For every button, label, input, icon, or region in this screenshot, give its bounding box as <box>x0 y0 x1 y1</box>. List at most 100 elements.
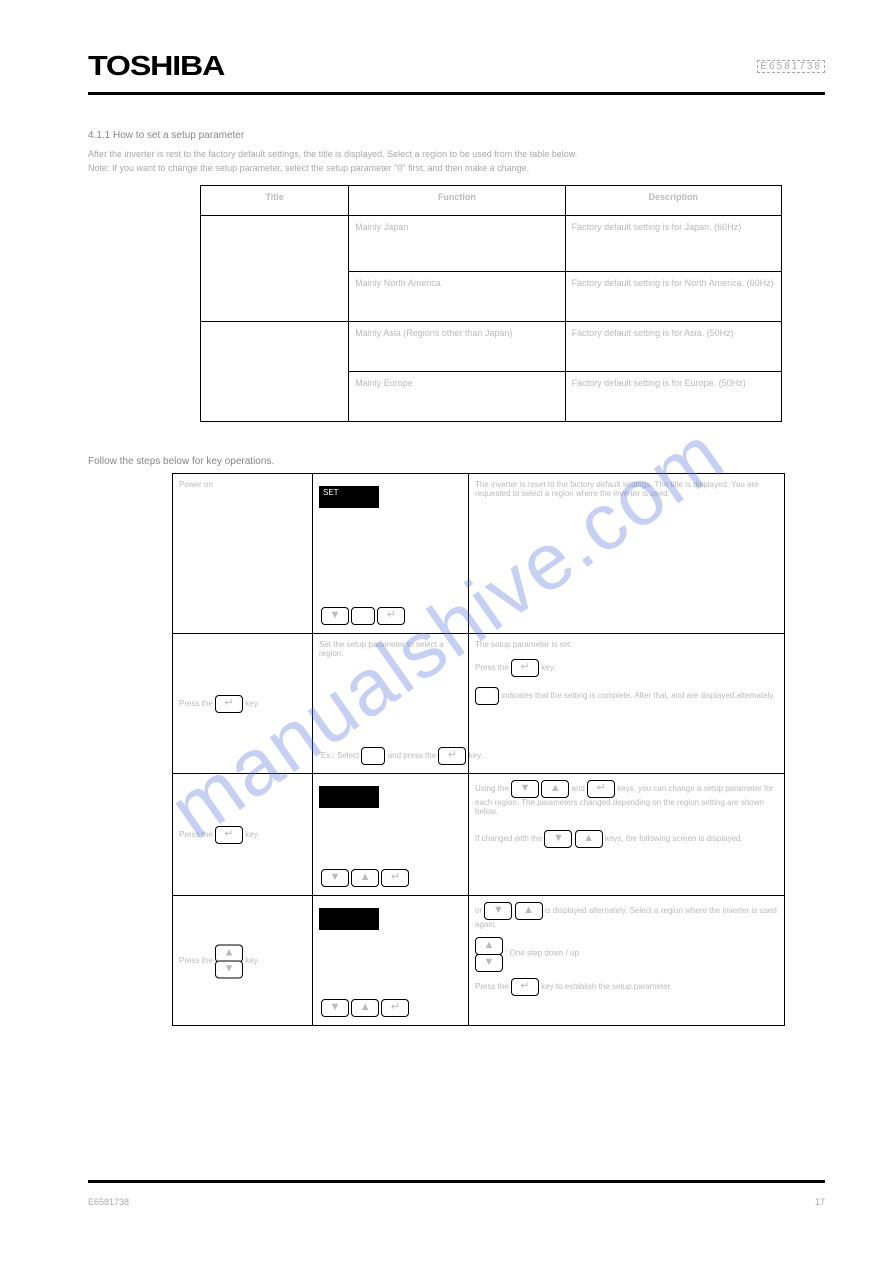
table-cell: Press the key. <box>173 896 313 1026</box>
operation-table: Power on SET The <box>172 473 785 1026</box>
table-cell: Factory default setting is for Asia. (50… <box>565 322 781 372</box>
panel-row <box>319 819 379 830</box>
table-cell: Mainly North America <box>349 272 565 322</box>
model-code: E6581738 <box>757 60 825 73</box>
table-cell <box>313 774 469 896</box>
cell-text: The setup parameter is set. <box>475 640 778 649</box>
up-key-icon <box>541 780 569 798</box>
table-cell: or is displayed alternately. Select a re… <box>469 896 785 1026</box>
table-cell: The setup parameter is set. Press the ke… <box>469 634 785 774</box>
lcd-panel <box>319 784 379 832</box>
table-cell <box>313 896 469 1026</box>
cell-text: Press the key. <box>475 659 778 677</box>
lcd-panel: SET <box>319 484 379 543</box>
enter-key-icon <box>377 607 405 625</box>
header-rule <box>88 92 825 95</box>
blank-key-icon <box>361 747 385 765</box>
table-cell <box>201 322 349 422</box>
down-key-icon <box>484 902 512 920</box>
down-key-icon <box>321 869 349 887</box>
enter-key-icon <box>215 695 243 713</box>
cell-text: Press the <box>179 830 215 839</box>
up-down-stack-icon <box>215 944 243 977</box>
enter-key-icon <box>381 869 409 887</box>
panel-row <box>319 530 379 541</box>
key-row <box>321 869 409 887</box>
cell-text: key. <box>245 699 259 708</box>
cell-text: indicates that the setting is complete. … <box>475 687 778 705</box>
section-note: Note: If you want to change the setup pa… <box>88 163 825 173</box>
up-down-stack-icon <box>475 937 503 970</box>
footer-right: 17 <box>815 1197 825 1207</box>
table-cell: SET <box>313 474 469 634</box>
enter-key-icon <box>215 826 243 844</box>
table-cell: Factory default setting is for North Ame… <box>565 272 781 322</box>
enter-key-icon <box>511 659 539 677</box>
cell-text: If changed with the keys, the following … <box>475 830 778 848</box>
panel-header <box>319 908 379 930</box>
key-row <box>321 999 409 1017</box>
table-cell: Mainly Asia (Regions other than Japan) <box>349 322 565 372</box>
cell-text: Using the and keys, you can change a set… <box>475 780 778 816</box>
down-key-icon <box>321 607 349 625</box>
table-cell: Using the and keys, you can change a set… <box>469 774 785 896</box>
panel-row <box>319 941 379 952</box>
cell-text: : One step down / up <box>475 937 778 970</box>
section-intro: After the inverter is rest to the factor… <box>88 149 825 159</box>
table-cell: Factory default setting is for Japan. (6… <box>565 216 781 272</box>
cell-text: Power on <box>179 480 213 489</box>
cell-text: key. <box>245 956 259 965</box>
cell-text: Set the setup parameter to select a regi… <box>319 640 462 720</box>
panel-header <box>319 786 379 808</box>
key-row: Ex.: Select and press the key. <box>321 747 483 765</box>
footer-rule <box>88 1180 825 1183</box>
table-cell: Mainly Japan <box>349 216 565 272</box>
down-key-icon <box>511 780 539 798</box>
down-key-icon <box>544 830 572 848</box>
content-area: 4.1.1 How to set a setup parameter After… <box>88 130 825 1026</box>
enter-key-icon <box>381 999 409 1017</box>
down-key-icon <box>475 954 503 972</box>
lcd-panel <box>319 906 379 954</box>
subtitle: Follow the steps below for key operation… <box>88 456 825 467</box>
up-key-icon <box>215 944 243 962</box>
blank-key-icon <box>475 687 499 705</box>
cell-text: Press the <box>179 956 215 965</box>
table-header: Title <box>201 186 349 216</box>
cell-text: key. <box>245 830 259 839</box>
region-table: Title Function Description Mainly Japan … <box>200 185 782 422</box>
cell-text: Press the <box>179 699 215 708</box>
enter-key-icon <box>438 747 466 765</box>
blank-key-icon <box>351 607 375 625</box>
table-cell: Press the key. <box>173 634 313 774</box>
down-key-icon <box>321 999 349 1017</box>
key-row <box>321 607 405 625</box>
table-cell: Power on <box>173 474 313 634</box>
panel-header: SET <box>319 486 379 508</box>
cell-text: or is displayed alternately. Select a re… <box>475 902 778 929</box>
panel-row <box>319 508 379 519</box>
panel-row <box>319 808 379 819</box>
cell-text: The inverter is reset to the factory def… <box>475 480 759 498</box>
up-key-icon <box>351 999 379 1017</box>
cell-text: Press the key to establish the setup par… <box>475 978 778 996</box>
page-footer: E6581738 17 <box>88 1197 825 1207</box>
table-cell <box>201 216 349 322</box>
table-cell: The inverter is reset to the factory def… <box>469 474 785 634</box>
table-cell: Set the setup parameter to select a regi… <box>313 634 469 774</box>
table-cell: Mainly Europe <box>349 372 565 422</box>
table-header: Description <box>565 186 781 216</box>
down-key-icon <box>215 961 243 979</box>
up-key-icon <box>515 902 543 920</box>
enter-key-icon <box>511 978 539 996</box>
panel-row <box>319 519 379 530</box>
table-cell: Press the key. <box>173 774 313 896</box>
enter-key-icon <box>587 780 615 798</box>
table-header: Function <box>349 186 565 216</box>
up-key-icon <box>575 830 603 848</box>
page-header: TOSHIBA E6581738 <box>88 50 825 82</box>
up-key-icon <box>351 869 379 887</box>
panel-row <box>319 930 379 941</box>
footer-left: E6581738 <box>88 1197 129 1207</box>
section-title: 4.1.1 How to set a setup parameter <box>88 130 825 141</box>
